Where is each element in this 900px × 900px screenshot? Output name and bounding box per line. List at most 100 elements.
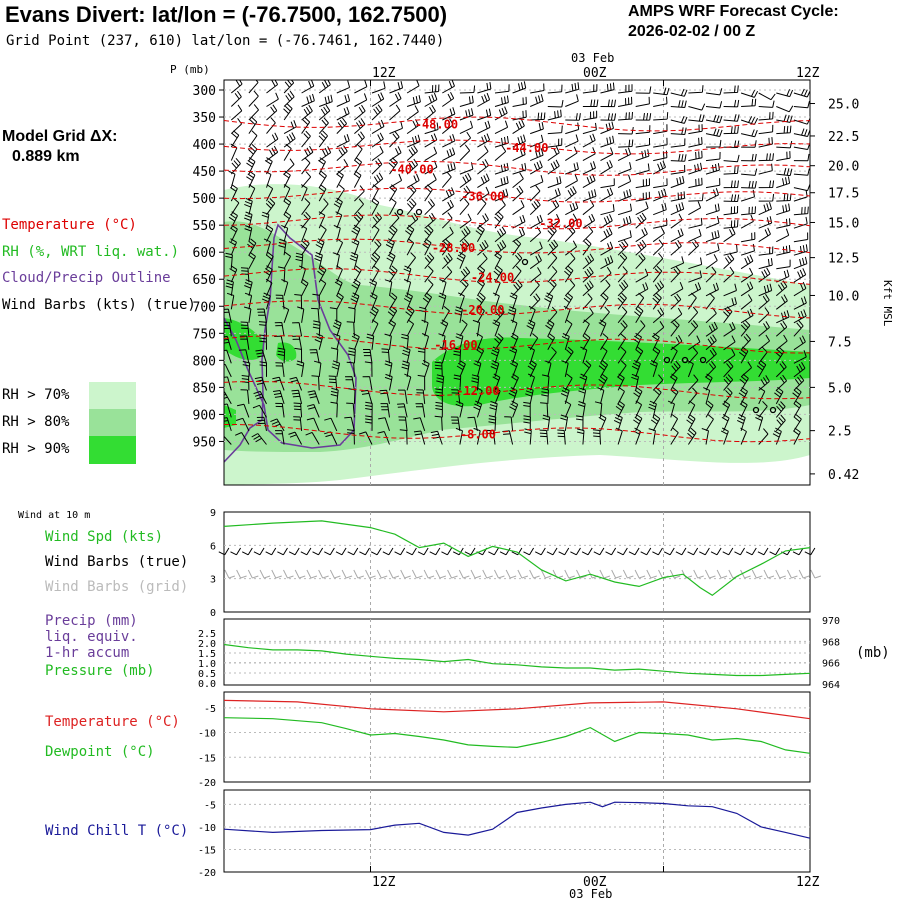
isotherm-label: -8.00 xyxy=(460,427,496,441)
wind-barb xyxy=(512,172,524,188)
wind-barb xyxy=(494,176,509,189)
wind-barb xyxy=(494,240,507,256)
wind-barb xyxy=(318,130,329,148)
wind-barb xyxy=(413,430,426,445)
wind-barb xyxy=(723,297,737,310)
wind-barb xyxy=(793,427,801,445)
wind-barb xyxy=(455,333,464,350)
panel-tick-label: 0 xyxy=(210,608,216,619)
wind-barb xyxy=(291,389,303,405)
wind-barb xyxy=(247,238,257,256)
wind-barb xyxy=(565,174,578,189)
wind-barb xyxy=(793,232,809,243)
wind-barb xyxy=(582,319,590,337)
wind-barb xyxy=(565,94,579,107)
wind-barb xyxy=(653,178,668,189)
panel-tick-label: 0.0 xyxy=(198,679,216,690)
surface-barb-true xyxy=(581,547,593,556)
wind-barb xyxy=(296,360,305,377)
surface-barb-grid xyxy=(259,569,271,579)
isotherm-label: -44.00 xyxy=(505,141,548,155)
wind-barb xyxy=(244,225,253,242)
wind-barb xyxy=(547,100,564,108)
wind-barb xyxy=(775,320,788,337)
wind-barb xyxy=(512,185,524,202)
wind-barb xyxy=(547,109,562,121)
model-grid-value: 0.889 km xyxy=(12,148,80,165)
wind-barb xyxy=(494,106,508,121)
wind-barb xyxy=(740,308,754,324)
top-time-label-00z: 00Z xyxy=(583,66,607,81)
wind-barb xyxy=(248,251,256,269)
wind-barb xyxy=(406,95,421,107)
surface-barb-grid xyxy=(775,569,786,579)
panel-tick-label: 970 xyxy=(822,616,840,627)
wind-barb xyxy=(582,173,596,189)
wind-barb xyxy=(793,206,809,216)
wind-barb xyxy=(388,157,398,175)
surface-barb-grid xyxy=(751,569,763,579)
wind-barb xyxy=(741,180,757,189)
wind-barb xyxy=(776,203,791,216)
wind-barb xyxy=(459,95,474,107)
wind-barb xyxy=(617,292,627,310)
precip-marker xyxy=(663,356,671,364)
rh90-region-small xyxy=(276,342,297,362)
isotherm-label: -40.00 xyxy=(390,162,433,176)
wind-barb xyxy=(670,256,685,270)
wind-barb xyxy=(399,429,408,445)
wind-barb xyxy=(565,240,578,256)
legend-rh: RH (%, WRT liq. wat.) xyxy=(2,244,180,260)
wind-barb xyxy=(670,307,683,324)
precip-markers xyxy=(396,208,777,414)
wind-barb xyxy=(705,128,723,137)
wind-barb xyxy=(336,80,351,94)
wind-barb xyxy=(235,417,250,432)
wind-barb xyxy=(723,219,739,229)
wind-barb xyxy=(775,374,788,391)
wind-barb xyxy=(600,279,611,297)
wind-barb xyxy=(406,145,418,161)
surface-barb-grid xyxy=(400,569,411,579)
wind-barb xyxy=(618,111,633,121)
wind-barb xyxy=(404,373,412,391)
wind-barb xyxy=(371,197,380,215)
wind-barb xyxy=(723,266,735,283)
wind-barb xyxy=(289,376,303,391)
series-lines xyxy=(223,520,811,839)
legend-rh90-swatch xyxy=(89,436,136,464)
wind-barb xyxy=(758,153,774,162)
isotherm-lines xyxy=(224,116,810,443)
wind-barb xyxy=(380,403,390,418)
wind-barb xyxy=(318,184,327,202)
wind-barb xyxy=(705,88,723,96)
wind-barb xyxy=(253,390,267,405)
wind-barb xyxy=(653,202,667,216)
wind-barb xyxy=(442,161,456,175)
wind-barb xyxy=(617,215,632,229)
wind-barb xyxy=(740,129,758,138)
wind-barb xyxy=(578,387,587,405)
wind-barb xyxy=(582,122,597,135)
wind-barb xyxy=(439,346,447,364)
wind-barb xyxy=(705,230,720,243)
wind-barb xyxy=(652,160,666,175)
label-dewpoint: Dewpoint (°C) xyxy=(45,744,155,760)
surface-barb-true xyxy=(804,547,816,556)
wind-barb xyxy=(547,176,562,189)
height-tick-label: 17.5 xyxy=(828,187,859,202)
wind-barb xyxy=(703,387,711,405)
wind-barb xyxy=(687,400,696,418)
wind-barb xyxy=(311,307,320,323)
wind-barb xyxy=(512,238,522,256)
wind-barb xyxy=(582,307,594,324)
wind-barb xyxy=(635,125,651,135)
wind-barb xyxy=(335,211,343,229)
wind-barb xyxy=(723,306,733,324)
wind-barb xyxy=(565,113,581,121)
panel-tick-label: -15 xyxy=(198,753,216,764)
wind-barb xyxy=(652,226,665,243)
wind-barb xyxy=(346,402,355,418)
wind-barb xyxy=(459,131,472,148)
height-tick-label: 5.0 xyxy=(828,381,851,396)
